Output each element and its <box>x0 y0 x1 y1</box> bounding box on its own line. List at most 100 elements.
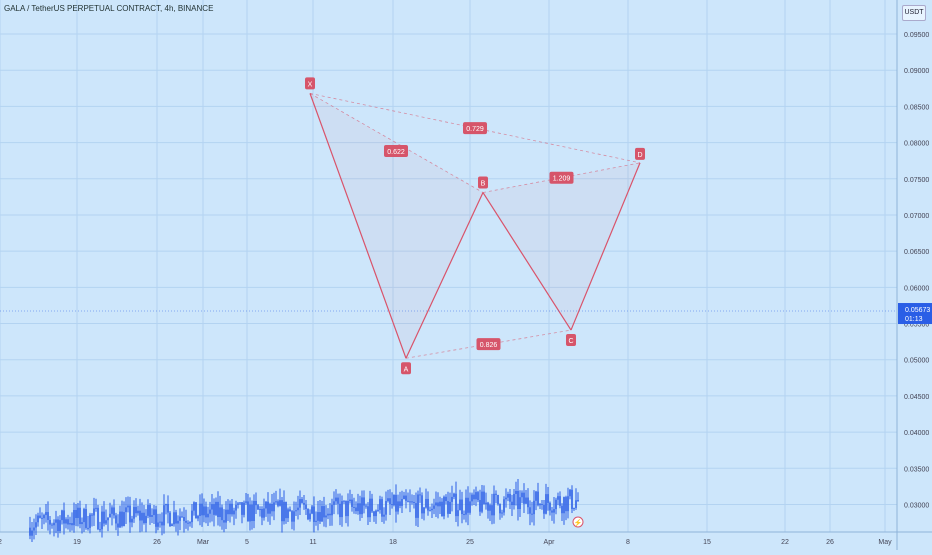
candle-body <box>177 520 179 524</box>
candle-body <box>379 499 381 510</box>
candle-body <box>411 501 413 503</box>
candle-body <box>507 493 509 498</box>
candle-body <box>91 514 93 516</box>
candle-body <box>197 516 199 519</box>
pattern-point-label-box <box>478 176 488 189</box>
candle-body <box>327 513 329 516</box>
y-tick-label: 0.07500 <box>904 177 929 184</box>
candle-body <box>301 499 303 503</box>
candle-body <box>47 512 49 520</box>
candle-body <box>505 497 507 500</box>
pattern-ratio-label: 0.826 <box>476 338 501 351</box>
candle-body <box>141 512 143 521</box>
candle-body <box>285 501 287 519</box>
candle-body <box>339 503 341 518</box>
y-tick-label: 0.06000 <box>904 285 929 292</box>
pattern-point-label-box <box>305 77 315 90</box>
candle-body <box>373 511 375 517</box>
currency-button[interactable]: USDT <box>902 5 926 21</box>
candle-body <box>475 492 477 500</box>
candle-body <box>317 512 319 521</box>
candle-body <box>289 509 291 512</box>
candle-body <box>499 504 501 514</box>
candles <box>29 479 579 542</box>
candle-body <box>45 512 47 516</box>
candle-body <box>173 512 175 525</box>
candle-body <box>275 501 277 503</box>
candle-body <box>251 504 253 522</box>
pattern-ratio-label: 1.209 <box>549 171 574 184</box>
candle-body <box>577 500 579 502</box>
candle-body <box>433 505 435 509</box>
candle-body <box>145 515 147 524</box>
candle-body <box>573 507 575 509</box>
candle-body <box>135 506 137 514</box>
candle-body <box>485 502 487 505</box>
y-tick-label: 0.06500 <box>904 249 929 256</box>
candle-body <box>247 501 249 522</box>
candle-body <box>107 517 109 521</box>
candle-body <box>337 497 339 504</box>
candle-body <box>89 514 91 528</box>
candle-body <box>287 509 289 519</box>
pattern-point-label-text: C <box>568 338 573 345</box>
candle-body <box>269 504 271 514</box>
candle-body <box>477 492 479 501</box>
harmonic-pattern: X A B C D 0.622 0.729 1.209 0.826 <box>305 77 645 375</box>
candle-body <box>51 524 53 526</box>
x-tick-label: 8 <box>626 539 630 546</box>
candle-body <box>311 506 313 514</box>
candle-body <box>267 501 269 514</box>
candle-body <box>253 500 255 522</box>
candle-body <box>569 489 571 497</box>
pattern-leg <box>570 162 641 331</box>
candle-body <box>41 517 43 519</box>
candle-body <box>571 489 573 509</box>
candle-body <box>541 503 543 505</box>
pattern-ratio-label-box <box>549 171 574 184</box>
candle-body <box>279 500 281 506</box>
candle-body <box>213 504 215 515</box>
candle-body <box>191 510 193 523</box>
candle-body <box>483 491 485 505</box>
candle-body <box>435 502 437 506</box>
candle-body <box>189 522 191 524</box>
candle-body <box>219 507 221 518</box>
x-tick-label: 26 <box>826 539 834 546</box>
candle-body <box>117 523 119 528</box>
pattern-point-label-text: X <box>308 81 313 88</box>
candle-body <box>565 497 567 512</box>
candle-body <box>465 497 467 515</box>
pattern-ratio-line <box>405 329 572 359</box>
candle-body <box>389 498 391 505</box>
candle-body <box>493 493 495 516</box>
x-tick-label: 19 <box>73 539 81 546</box>
candle-body <box>103 511 105 524</box>
candle-body <box>155 509 157 527</box>
pattern-ratio-label-text: 0.622 <box>387 149 405 156</box>
candle-body <box>343 500 345 502</box>
candle-body <box>377 509 379 511</box>
candle-body <box>211 504 213 510</box>
candle-body <box>535 491 537 501</box>
candle-body <box>143 512 145 524</box>
candle-body <box>209 509 211 514</box>
candle-body <box>555 499 557 510</box>
candle-body <box>487 502 489 511</box>
candle-body <box>525 497 527 504</box>
candle-body <box>159 521 161 523</box>
candle-body <box>387 498 389 502</box>
pattern-point-label-box <box>401 362 411 375</box>
candle-body <box>163 505 165 526</box>
candle-body <box>83 509 85 523</box>
candle-body <box>489 505 491 511</box>
y-tick-label: 0.05000 <box>904 358 929 365</box>
candle-body <box>491 505 493 516</box>
candle-body <box>561 505 563 514</box>
candle-body <box>515 490 517 494</box>
candle-body <box>391 504 393 506</box>
candle-body <box>257 505 259 510</box>
candle-body <box>307 509 309 520</box>
candle-body <box>363 497 365 506</box>
